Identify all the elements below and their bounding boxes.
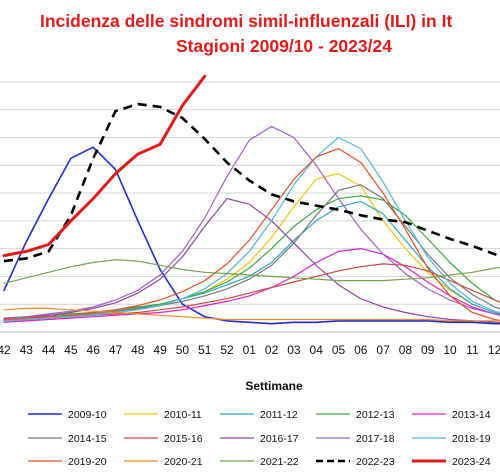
x-axis-ticks: 42 43 44 45 46 47 48 49 50 51 52 01 02 03 04 05 06 07 08 09… xyxy=(0,343,500,357)
legend-label: 2017-18 xyxy=(356,433,395,445)
x-tick-label: 12 xyxy=(488,343,500,357)
legend-item-2009-10: 2009-10 xyxy=(28,409,107,421)
x-tick-label: 06 xyxy=(354,343,368,357)
series-line-2021-22 xyxy=(3,259,500,284)
x-tick-label: 49 xyxy=(153,343,167,357)
legend-label: 2019-20 xyxy=(68,456,107,468)
legend-item-2010-11: 2010-11 xyxy=(124,409,202,421)
series-line-2009-10 xyxy=(3,146,500,325)
x-tick-label: 50 xyxy=(176,343,190,357)
legend-label: 2022-23 xyxy=(356,456,395,468)
legend-label: 2012-13 xyxy=(356,409,395,421)
legend-item-2013-14: 2013-14 xyxy=(412,409,491,421)
legend-item-2019-20: 2019-20 xyxy=(28,456,107,468)
series-line-2018-19 xyxy=(3,136,500,322)
legend-label: 2014-15 xyxy=(68,433,107,445)
legend-item-2022-23: 2022-23 xyxy=(316,456,395,468)
series-line-2014-15 xyxy=(3,184,500,321)
series-line-2017-18 xyxy=(3,125,500,319)
legend-item-2012-13: 2012-13 xyxy=(316,409,395,421)
chart-title: Incidenza delle sindromi simil-influenza… xyxy=(40,11,452,31)
legend-label: 2011-12 xyxy=(260,409,298,421)
legend-label: 2023-24 xyxy=(452,456,491,468)
x-tick-label: 02 xyxy=(265,343,279,357)
x-tick-label: 44 xyxy=(42,343,56,357)
legend-item-2014-15: 2014-15 xyxy=(28,433,107,445)
x-tick-label: 05 xyxy=(332,343,346,357)
x-tick-label: 04 xyxy=(310,343,324,357)
legend-item-2017-18: 2017-18 xyxy=(316,433,395,445)
legend: 2009-10 2010-11 2011-12 2012-13 2013-14 2014-… xyxy=(28,409,491,468)
legend-item-2021-22: 2021-22 xyxy=(220,456,299,468)
legend-label: 2015-16 xyxy=(164,433,203,445)
x-tick-label: 46 xyxy=(87,343,101,357)
chart-subtitle: Stagioni 2009/10 - 2023/24 xyxy=(176,36,392,56)
legend-item-2015-16: 2015-16 xyxy=(124,433,203,445)
legend-item-2018-19: 2018-19 xyxy=(412,433,491,445)
x-tick-label: 51 xyxy=(198,343,212,357)
x-tick-label: 01 xyxy=(243,343,257,357)
legend-label: 2020-21 xyxy=(164,456,203,468)
series-lines xyxy=(2,74,500,325)
legend-label: 2013-14 xyxy=(452,409,491,421)
series-line-2022-23 xyxy=(3,102,500,263)
legend-label: 2021-22 xyxy=(260,456,299,468)
x-tick-label: 52 xyxy=(220,343,234,357)
grid xyxy=(0,81,500,333)
series-line-2013-14 xyxy=(3,248,500,323)
legend-item-2016-17: 2016-17 xyxy=(220,433,299,445)
series-line-2020-21 xyxy=(3,307,500,322)
series-line-2011-12 xyxy=(3,200,500,321)
legend-label: 2016-17 xyxy=(260,433,299,445)
series-line-2023-24 xyxy=(2,74,207,258)
x-axis-label: Settimane xyxy=(245,379,303,393)
x-tick-label: 47 xyxy=(109,343,123,357)
legend-item-2023-24: 2023-24 xyxy=(412,456,491,468)
legend-label: 2009-10 xyxy=(68,409,107,421)
series-line-2016-17 xyxy=(3,198,500,324)
x-tick-label: 48 xyxy=(131,343,145,357)
x-tick-label: 43 xyxy=(20,343,34,357)
legend-item-2011-12: 2011-12 xyxy=(220,409,298,421)
legend-item-2020-21: 2020-21 xyxy=(124,456,203,468)
series-line-2015-16 xyxy=(3,263,500,322)
x-tick-label: 03 xyxy=(287,343,301,357)
x-tick-label: 10 xyxy=(443,343,457,357)
legend-label: 2018-19 xyxy=(452,433,491,445)
x-tick-label: 09 xyxy=(421,343,435,357)
series-line-2019-20 xyxy=(3,148,500,322)
x-tick-label: 45 xyxy=(64,343,78,357)
x-tick-label: 11 xyxy=(466,343,479,357)
x-tick-label: 07 xyxy=(376,343,390,357)
x-tick-label: 08 xyxy=(399,343,413,357)
legend-label: 2010-11 xyxy=(164,409,202,421)
x-tick-label: 42 xyxy=(0,343,11,357)
